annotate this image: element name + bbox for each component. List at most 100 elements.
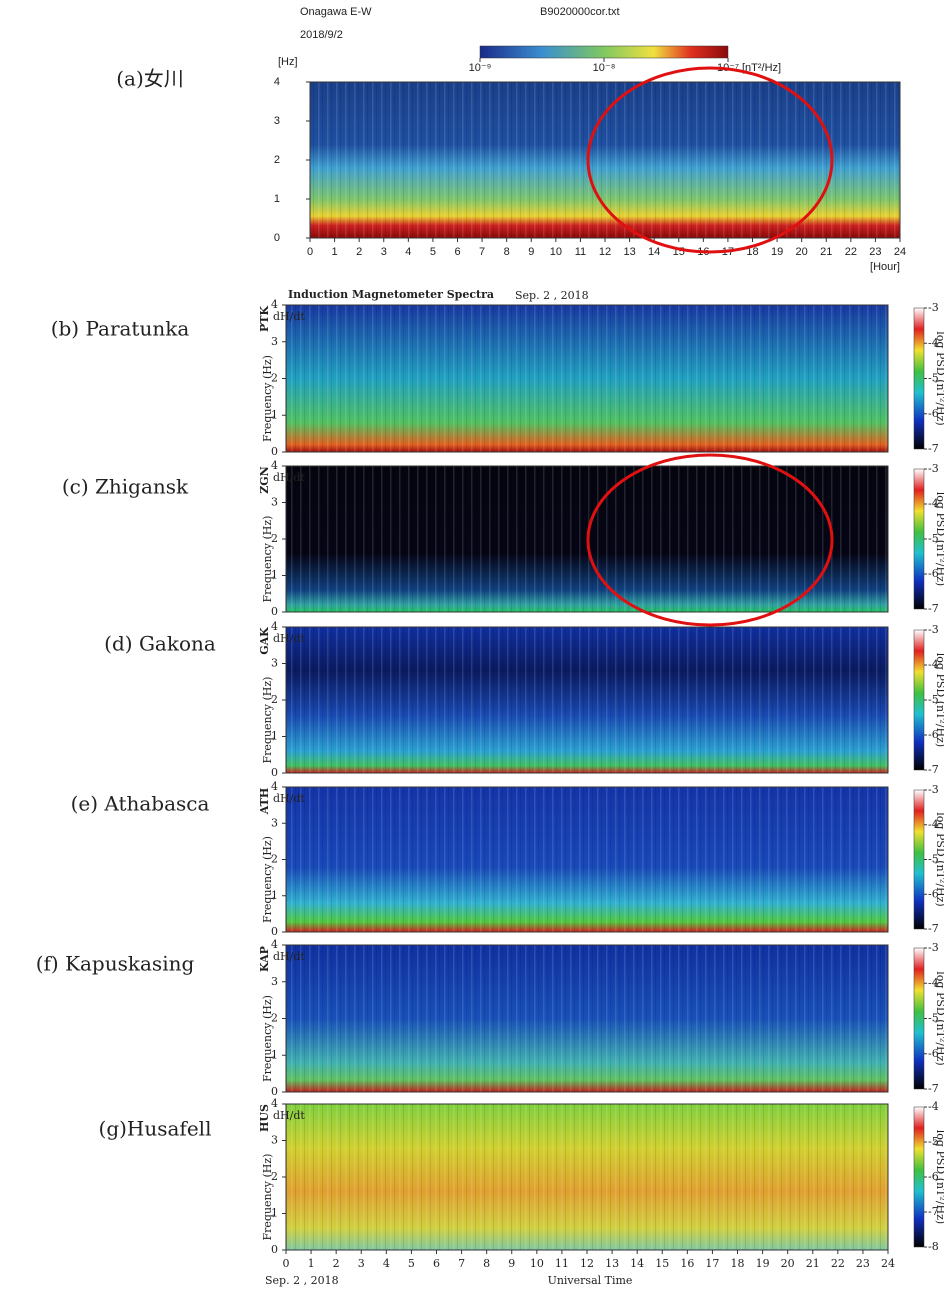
x-tick-label: 6 <box>433 1257 440 1270</box>
highlight-ellipse <box>586 66 834 254</box>
component: dH/dt <box>273 632 305 645</box>
x-tick-label: 12 <box>580 1257 594 1270</box>
colorbar-tick-label: -4 <box>928 497 939 510</box>
colorbar-tick-label: -5 <box>928 372 939 385</box>
colorbar <box>913 789 925 930</box>
y-tick-label: 2 <box>271 693 278 706</box>
y-axis-label: Frequency (Hz) <box>261 516 274 603</box>
y-tick-label: 2 <box>271 372 278 385</box>
component: dH/dt <box>273 792 305 805</box>
colorbar-tick-label: -5 <box>928 532 939 545</box>
spectrogram-texture <box>286 1104 888 1250</box>
y-tick-label: 2 <box>271 532 278 545</box>
x-tick-label: 0 <box>307 246 313 258</box>
y-tick-label: 1 <box>271 408 278 421</box>
x-tick-label: 18 <box>731 1257 745 1270</box>
colorbar-tick-label: -4 <box>928 336 939 349</box>
y-tick-label: 3 <box>271 496 278 509</box>
x-tick-label: 20 <box>781 1257 795 1270</box>
station-code: ZGN <box>258 466 271 493</box>
colorbar <box>913 307 925 450</box>
colorbar-tick-label: -7 <box>928 763 939 776</box>
colorbar-tick-label: 10⁻⁹ <box>469 62 492 74</box>
x-tick-label: 19 <box>756 1257 770 1270</box>
x-tick-label: 22 <box>845 246 857 258</box>
spectrogram-texture <box>286 945 888 1092</box>
colorbar-label: log PSD (nT²/Hz) <box>934 492 944 586</box>
y-tick-label: 3 <box>271 816 278 829</box>
x-tick-label: 17 <box>705 1257 719 1270</box>
colorbar-label: log PSD (nT²/Hz) <box>934 653 944 747</box>
y-tick-label: 3 <box>271 335 278 348</box>
colorbar-tick-label: 10⁻⁸ <box>593 62 616 74</box>
colorbar-tick-label: -6 <box>928 407 939 420</box>
y-axis-label: Frequency (Hz) <box>261 355 274 442</box>
panel-label: (a)女川 <box>116 67 184 91</box>
x-tick-label: 13 <box>623 246 635 258</box>
x-tick-label: 11 <box>575 246 586 258</box>
colorbar <box>913 468 925 610</box>
y-tick-label: 2 <box>271 1170 278 1183</box>
x-tick-label: 9 <box>528 246 534 258</box>
x-tick-label: 16 <box>680 1257 694 1270</box>
x-axis-sublabel: Sep. 2 , 2018 <box>265 1274 339 1287</box>
x-tick-label: 22 <box>831 1257 845 1270</box>
panel-label: (g)Husafell <box>99 1117 212 1141</box>
colorbar-tick-label: -5 <box>928 693 939 706</box>
station-code: PTK <box>258 306 271 332</box>
x-tick-label: 23 <box>856 1257 870 1270</box>
x-tick-label: 9 <box>508 1257 515 1270</box>
y-tick-label: 1 <box>271 1207 278 1220</box>
x-tick-label: 5 <box>430 246 436 258</box>
colorbar-tick-label: -3 <box>928 462 939 475</box>
x-tick-label: 23 <box>869 246 881 258</box>
x-tick-label: 4 <box>405 246 411 258</box>
colorbar-label: log PSD (nT²/Hz) <box>934 971 944 1065</box>
x-tick-label: 21 <box>806 1257 820 1270</box>
x-tick-label: 14 <box>648 246 660 258</box>
colorbar-tick-label: -7 <box>928 922 939 935</box>
component: dH/dt <box>273 471 305 484</box>
station: Onagawa E-W <box>300 6 372 18</box>
x-tick-label: 10 <box>530 1257 544 1270</box>
date: 2018/9/2 <box>300 29 343 41</box>
y-tick-label: 1 <box>271 730 278 743</box>
spectrogram-texture <box>310 82 900 238</box>
colorbar-tick-label: -6 <box>928 1047 939 1060</box>
x-tick-label: 7 <box>458 1257 465 1270</box>
colorbar-tick-label: -5 <box>928 1135 939 1148</box>
y-tick-label: 4 <box>274 76 280 88</box>
colorbar-tick-label: -7 <box>928 602 939 615</box>
colorbar <box>479 45 729 59</box>
x-tick-label: 10 <box>550 246 562 258</box>
y-tick-label: 3 <box>271 975 278 988</box>
y-tick-label: 4 <box>271 620 278 633</box>
y-tick-label: 0 <box>271 605 278 618</box>
colorbar-tick-label: -7 <box>928 1082 939 1095</box>
y-tick-label: 0 <box>271 766 278 779</box>
x-tick-label: 5 <box>408 1257 415 1270</box>
component: dH/dt <box>273 950 305 963</box>
colorbar-tick-label: -4 <box>928 818 939 831</box>
colorbar-tick-label: -4 <box>928 976 939 989</box>
spectrogram-texture <box>286 787 888 932</box>
y-tick-label: 4 <box>271 298 278 311</box>
y-tick-label: 1 <box>274 193 280 205</box>
y-tick-label: 2 <box>274 154 280 166</box>
y-tick-label: 1 <box>271 1048 278 1061</box>
colorbar-tick-label: -6 <box>928 1170 939 1183</box>
x-tick-label: 4 <box>383 1257 390 1270</box>
colorbar-tick-label: -4 <box>928 658 939 671</box>
chart-subtitle: Sep. 2 , 2018 <box>515 289 589 302</box>
panel-label: (d) Gakona <box>104 632 216 656</box>
colorbar-tick-label: -6 <box>928 728 939 741</box>
x-tick-label: 20 <box>796 246 808 258</box>
x-tick-label: 24 <box>881 1257 895 1270</box>
panel-label: (b) Paratunka <box>51 317 190 341</box>
station-code: GAK <box>258 627 271 655</box>
x-unit: [Hour] <box>870 261 900 273</box>
y-tick-label: 2 <box>271 853 278 866</box>
panel-label: (f) Kapuskasing <box>36 952 195 976</box>
chart-title: Induction Magnetometer Spectra <box>288 288 494 301</box>
